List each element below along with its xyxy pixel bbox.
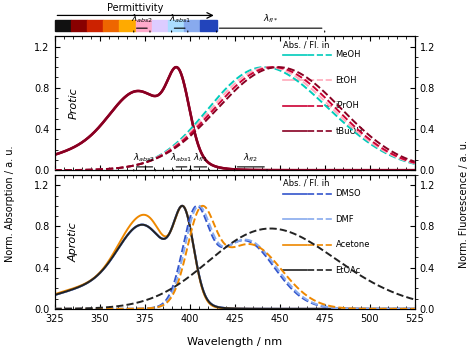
Text: Norm. Fluorescence / a. u.: Norm. Fluorescence / a. u. xyxy=(458,140,469,267)
Text: Abs. / Fl. in: Abs. / Fl. in xyxy=(283,40,330,49)
Text: MeOH: MeOH xyxy=(336,51,361,59)
Bar xyxy=(184,20,201,31)
Text: Norm. Absorption / a. u.: Norm. Absorption / a. u. xyxy=(5,145,16,262)
Text: Protic: Protic xyxy=(69,87,79,119)
Bar xyxy=(119,20,136,31)
Text: $\lambda_{abs1}$: $\lambda_{abs1}$ xyxy=(169,13,191,26)
Bar xyxy=(55,20,71,31)
Text: Aprotic: Aprotic xyxy=(69,222,79,262)
Text: EtOH: EtOH xyxy=(336,76,357,85)
Text: $\lambda_{fl1}$: $\lambda_{fl1}$ xyxy=(193,152,208,164)
Bar xyxy=(136,20,152,31)
Bar xyxy=(71,20,87,31)
Text: Wavelength / nm: Wavelength / nm xyxy=(187,338,282,347)
Text: $\lambda_{abs2}$: $\lambda_{abs2}$ xyxy=(131,13,153,26)
Text: Acetone: Acetone xyxy=(336,240,370,249)
Bar xyxy=(201,20,217,31)
Text: Permittivity: Permittivity xyxy=(108,3,164,13)
Text: EtOAc: EtOAc xyxy=(336,266,361,274)
Bar xyxy=(168,20,184,31)
Bar xyxy=(87,20,103,31)
Bar xyxy=(103,20,119,31)
Text: DMF: DMF xyxy=(336,214,354,224)
Bar xyxy=(152,20,168,31)
Text: $\lambda_{abs2}$: $\lambda_{abs2}$ xyxy=(134,152,155,164)
Text: $\lambda_{fl2}$: $\lambda_{fl2}$ xyxy=(243,152,258,164)
Text: $\lambda_{abs1}$: $\lambda_{abs1}$ xyxy=(170,152,192,164)
Text: tBuOH: tBuOH xyxy=(336,127,363,136)
Text: Abs. / Fl. in: Abs. / Fl. in xyxy=(283,179,330,188)
Text: iPrOH: iPrOH xyxy=(336,101,359,110)
Text: DMSO: DMSO xyxy=(336,189,361,198)
Text: $\lambda_{fl*}$: $\lambda_{fl*}$ xyxy=(263,13,279,26)
